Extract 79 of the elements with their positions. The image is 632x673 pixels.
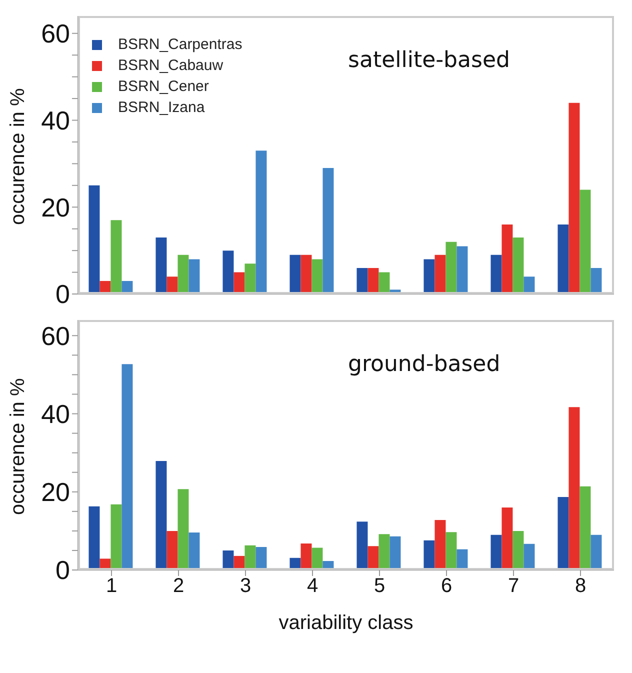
bar — [590, 534, 602, 570]
bar — [490, 534, 502, 570]
y-tick-label: 0 — [56, 279, 70, 310]
bar — [368, 546, 379, 570]
bar — [88, 185, 100, 294]
y-tick-label: 20 — [41, 477, 70, 508]
bar — [558, 496, 569, 570]
y-tick-label: 20 — [41, 192, 70, 222]
bar — [558, 224, 569, 294]
bar — [156, 238, 167, 294]
bar — [290, 254, 301, 294]
legend-label: BSRN_Izana — [118, 98, 205, 118]
bar — [256, 546, 267, 570]
bar — [378, 534, 390, 570]
text: satellite-based — [348, 48, 510, 73]
x-tick-label: 6 — [440, 575, 452, 598]
y-axis-title: occurence in % — [7, 88, 30, 225]
text: ground-based — [348, 352, 500, 377]
bar — [322, 168, 334, 294]
bar — [590, 268, 602, 294]
x-tick-label: 1 — [106, 575, 118, 598]
y-tick-label: 0 — [56, 555, 70, 586]
bar — [502, 508, 513, 570]
bar — [456, 246, 468, 294]
bar — [156, 461, 167, 570]
bar — [580, 190, 591, 294]
legend-label: BSRN_Cabauw — [118, 56, 224, 76]
bar — [390, 536, 401, 570]
x-tick-label: 7 — [508, 575, 520, 598]
bar — [188, 532, 200, 570]
bar — [434, 254, 446, 294]
x-tick-label: 4 — [306, 575, 318, 598]
bar — [424, 259, 435, 294]
bar — [524, 544, 535, 570]
y-tick-label: 40 — [41, 105, 70, 136]
bar — [178, 489, 189, 570]
bar — [256, 150, 267, 294]
bar — [312, 259, 323, 294]
bar — [424, 540, 435, 570]
legend-label: BSRN_Cener — [118, 77, 209, 97]
bar — [234, 272, 245, 294]
bar — [434, 520, 446, 570]
y-tick-label: 60 — [41, 18, 70, 49]
bar — [580, 486, 591, 570]
bar — [378, 272, 390, 294]
y-tick-label: 40 — [41, 398, 70, 429]
bar — [568, 407, 580, 570]
bar — [446, 532, 457, 570]
x-tick-label: 8 — [574, 575, 586, 598]
bar — [300, 254, 312, 294]
y-axis-title: occurence in % — [7, 378, 30, 515]
bar — [356, 268, 368, 294]
bar — [178, 254, 189, 294]
bar — [512, 238, 524, 294]
bar — [166, 530, 178, 570]
y-tick-label: 60 — [41, 320, 70, 351]
bar — [222, 250, 234, 294]
x-tick-label: 3 — [240, 575, 252, 598]
bar — [244, 545, 256, 570]
bar — [568, 102, 580, 294]
bar — [188, 259, 200, 294]
x-tick-label: 5 — [374, 575, 386, 598]
bar — [110, 220, 122, 294]
bar — [244, 264, 256, 294]
x-axis-title: variability class — [278, 612, 414, 635]
bar — [502, 224, 513, 294]
bar — [88, 506, 100, 570]
x-tick-label: 2 — [172, 575, 184, 598]
bar — [368, 268, 379, 294]
legend-label: BSRN_Carpentras — [118, 35, 242, 55]
bar — [512, 530, 524, 570]
bar — [490, 254, 502, 294]
bar — [222, 550, 234, 570]
bar — [122, 364, 133, 570]
bar — [446, 242, 457, 294]
bar — [110, 504, 122, 570]
bar — [300, 543, 312, 570]
bar — [356, 522, 368, 570]
bar — [312, 548, 323, 570]
